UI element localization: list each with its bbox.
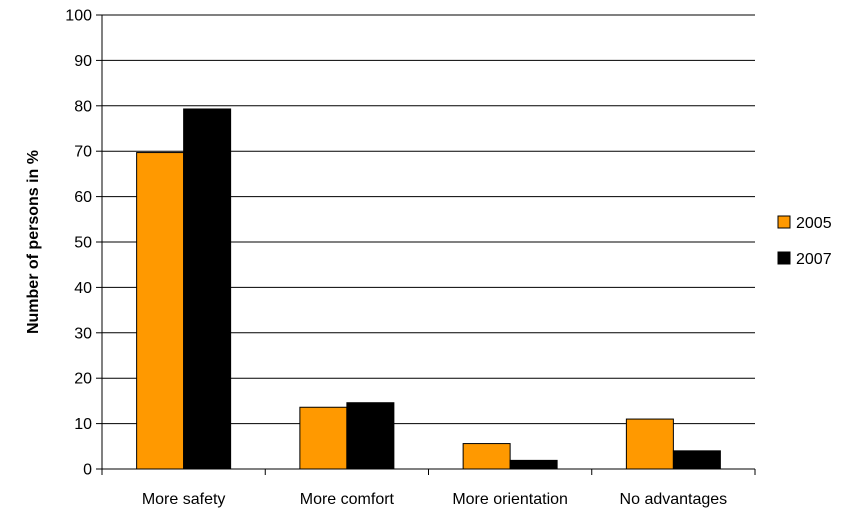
bar-2007-more-safety [183,108,232,470]
y-tick-labels: 0 10 20 30 40 50 60 70 80 90 100 [65,8,92,479]
y-tick-label: 60 [74,189,92,206]
y-tick-label: 20 [74,371,92,388]
y-tick-label: 100 [65,8,92,25]
x-category-label: More orientation [452,491,568,508]
y-tick-label: 70 [74,144,92,161]
bar-2007-no-advantages [672,450,721,470]
bar-2005-no-advantages [625,418,674,470]
legend-label-2007: 2007 [796,251,832,268]
bar-2007-more-comfort [346,402,395,470]
bar-2005-more-comfort [299,406,348,470]
y-tick-label: 0 [83,462,92,479]
y-tick-label: 80 [74,98,92,115]
bars [136,108,721,470]
legend: 2005 2007 [777,215,832,268]
bar-2007-more-orientation [509,459,558,470]
x-category-label: More comfort [300,491,395,508]
legend-label-2005: 2005 [796,215,832,232]
y-tick-label: 30 [74,325,92,342]
y-axis-title: Number of persons in % [25,150,42,334]
y-tick-label: 10 [74,416,92,433]
x-category-label: No advantages [620,491,728,508]
y-tick-label: 90 [74,53,92,70]
bar-2005-more-safety [136,152,185,470]
y-tick-label: 50 [74,235,92,252]
axes [96,14,756,475]
y-tick-label: 40 [74,280,92,297]
x-category-labels: More safety More comfort More orientation N… [142,491,727,508]
legend-swatch-2007 [777,251,791,265]
x-category-label: More safety [142,491,226,508]
legend-swatch-2005 [777,215,791,229]
bar-2005-more-orientation [462,443,511,470]
